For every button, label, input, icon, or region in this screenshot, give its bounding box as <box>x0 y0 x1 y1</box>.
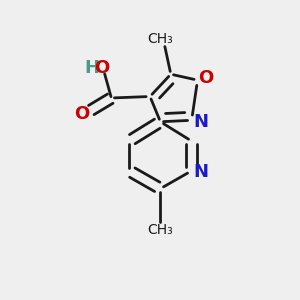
Text: O: O <box>74 105 89 123</box>
Text: O: O <box>198 69 214 87</box>
Text: N: N <box>193 113 208 131</box>
Text: O: O <box>94 59 109 77</box>
Text: H: H <box>84 59 99 77</box>
Text: N: N <box>193 163 208 181</box>
Text: CH₃: CH₃ <box>148 223 173 237</box>
Text: CH₃: CH₃ <box>148 32 173 46</box>
